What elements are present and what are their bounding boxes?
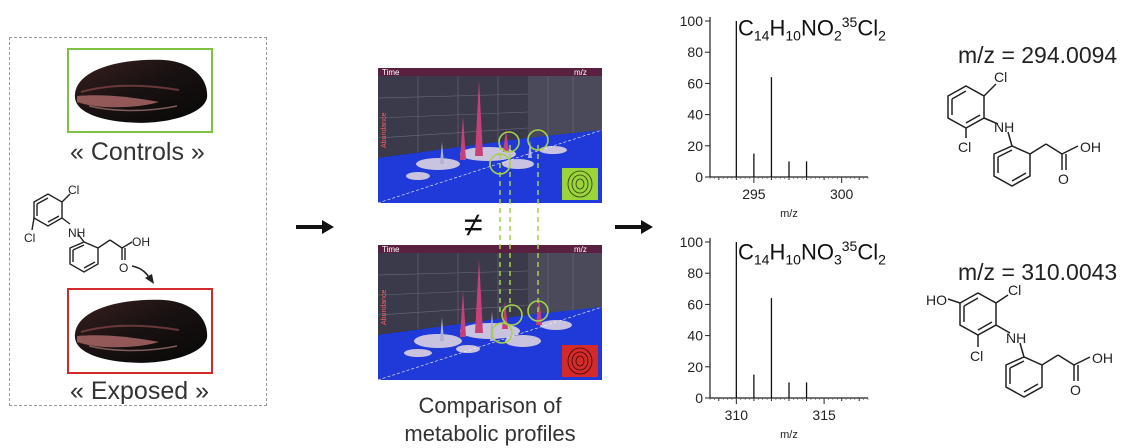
formula-bottom: C14H10NO335Cl2 bbox=[738, 238, 886, 268]
y-tick-label: 40 bbox=[687, 107, 703, 123]
controls-mussel-frame bbox=[67, 48, 213, 133]
y-tick-label: 0 bbox=[695, 169, 703, 185]
profile-link-lines bbox=[499, 145, 539, 315]
struct-oh-right: OH bbox=[1080, 139, 1101, 155]
arrow-right-icon bbox=[615, 220, 653, 234]
y-tick-label: 100 bbox=[680, 13, 704, 29]
metabolic-profile-exposed: Time m/z Abundance bbox=[378, 245, 602, 380]
plot-mz-label-top: m/z bbox=[574, 68, 587, 77]
y-tick-label: 0 bbox=[695, 390, 703, 406]
y-tick-label: 60 bbox=[687, 296, 703, 312]
struct-cl-bottom-right: Cl bbox=[958, 139, 971, 155]
exposed-mussel-frame bbox=[67, 288, 213, 374]
struct-cl-top-bottom: Cl bbox=[1008, 285, 1021, 298]
y-tick-label: 60 bbox=[687, 75, 703, 91]
highlight-circle bbox=[491, 322, 513, 344]
struct-nh: NH bbox=[68, 226, 85, 240]
struct-o-bottom: O bbox=[1070, 382, 1081, 398]
plot-time-label-bottom: Time bbox=[382, 245, 400, 254]
x-axis-label: m/z bbox=[780, 208, 798, 220]
y-tick-label: 80 bbox=[687, 265, 703, 281]
x-tick-label: 295 bbox=[742, 186, 766, 202]
metabolic-profile-controls: Time m/z Abundance bbox=[378, 68, 602, 203]
y-tick-label: 20 bbox=[687, 359, 703, 375]
x-tick-label: 300 bbox=[830, 186, 854, 202]
struct-ho: HO bbox=[926, 292, 947, 308]
exposure-arrowhead bbox=[145, 274, 154, 284]
plot-abundance-label-top: Abundance bbox=[381, 112, 388, 148]
controls-label: « Controls » bbox=[70, 138, 205, 166]
x-tick-label: 315 bbox=[812, 407, 836, 423]
mussel-image-exposed bbox=[74, 299, 208, 363]
y-tick-label: 100 bbox=[680, 234, 704, 250]
comparison-caption-line1: Comparison of bbox=[418, 393, 562, 418]
highlight-circle bbox=[498, 131, 520, 153]
y-tick-label: 80 bbox=[687, 44, 703, 60]
struct-oh: OH bbox=[132, 235, 150, 249]
not-equal-symbol: ≠ bbox=[464, 206, 483, 244]
struct-o: O bbox=[119, 261, 128, 275]
fingerprint-icon-controls bbox=[562, 168, 598, 200]
struct-cl-bottom-bottom: Cl bbox=[970, 348, 983, 364]
comparison-caption: Comparison of metabolic profiles bbox=[375, 392, 605, 448]
struct-nh-right: NH bbox=[994, 119, 1014, 135]
x-axis-label: m/z bbox=[780, 429, 798, 441]
sample-group-box bbox=[9, 37, 267, 406]
diclofenac-structure-right: Cl NH Cl OH O bbox=[947, 69, 1101, 187]
x-tick-label: 310 bbox=[725, 407, 749, 423]
fingerprint-icon-exposed bbox=[562, 345, 598, 377]
struct-cl-top: Cl bbox=[68, 183, 79, 197]
y-tick-label: 40 bbox=[687, 328, 703, 344]
mass-spectrum-top: 0 20 40 60 80 100 295 300 m/z bbox=[680, 13, 869, 220]
y-tick-label: 20 bbox=[687, 138, 703, 154]
struct-nh-bottom: NH bbox=[1006, 330, 1026, 346]
mz-value-top: m/z = 294.0094 bbox=[958, 42, 1118, 68]
mussel-image-controls bbox=[74, 59, 208, 123]
hydroxy-diclofenac-structure: HO Cl NH Cl OH O bbox=[926, 285, 1113, 398]
struct-oh-bottom: OH bbox=[1092, 350, 1113, 366]
struct-cl-bottom: Cl bbox=[24, 231, 35, 245]
arrow-right-icon bbox=[296, 220, 334, 234]
mass-spectrum-bottom: 0 20 40 60 80 100 310 315 m/z bbox=[680, 234, 869, 441]
struct-o-right: O bbox=[1058, 171, 1069, 187]
exposed-label: « Exposed » bbox=[70, 377, 209, 405]
diclofenac-structure: Cl Cl NH OH O bbox=[24, 183, 154, 284]
formula-top: C14H10NO235Cl2 bbox=[738, 14, 886, 44]
plot-time-label-top: Time bbox=[382, 68, 400, 77]
highlight-circle bbox=[501, 304, 523, 326]
plot-mz-label-bottom: m/z bbox=[574, 245, 587, 254]
struct-cl-top-right: Cl bbox=[994, 69, 1007, 85]
comparison-caption-line2: metabolic profiles bbox=[404, 421, 576, 446]
plot-abundance-label-bottom: Abundance bbox=[381, 289, 388, 325]
mz-value-bottom: m/z = 310.0043 bbox=[958, 259, 1118, 285]
